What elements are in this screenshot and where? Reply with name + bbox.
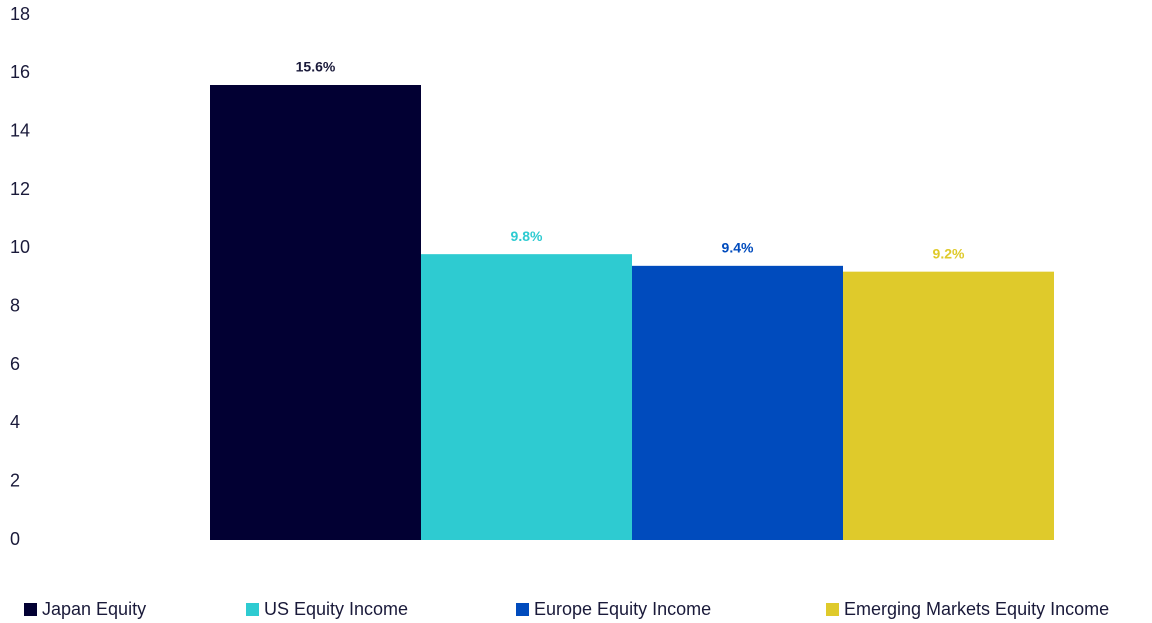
legend-label: Japan Equity	[42, 599, 146, 619]
bar	[421, 254, 632, 540]
value-label: 9.8%	[511, 228, 543, 244]
bar	[632, 265, 843, 540]
value-label: 15.6%	[296, 59, 336, 75]
bar	[210, 85, 421, 540]
legend-label: US Equity Income	[264, 599, 408, 619]
legend-label: Emerging Markets Equity Income	[844, 599, 1109, 619]
y-tick-label: 16	[10, 62, 30, 82]
y-tick-label: 18	[10, 4, 30, 24]
y-tick-label: 10	[10, 237, 30, 257]
y-tick-label: 12	[10, 179, 30, 199]
y-tick-label: 6	[10, 354, 20, 374]
y-tick-label: 8	[10, 295, 20, 315]
legend-swatch	[246, 603, 259, 616]
y-tick-label: 0	[10, 529, 20, 549]
legend-swatch	[826, 603, 839, 616]
legend-label: Europe Equity Income	[534, 599, 711, 619]
y-tick-label: 2	[10, 470, 20, 490]
value-label: 9.2%	[933, 245, 965, 261]
value-label: 9.4%	[722, 240, 754, 256]
legend-swatch	[516, 603, 529, 616]
y-tick-label: 14	[10, 120, 30, 140]
y-tick-label: 4	[10, 412, 20, 432]
legend-swatch	[24, 603, 37, 616]
bar	[843, 271, 1054, 540]
